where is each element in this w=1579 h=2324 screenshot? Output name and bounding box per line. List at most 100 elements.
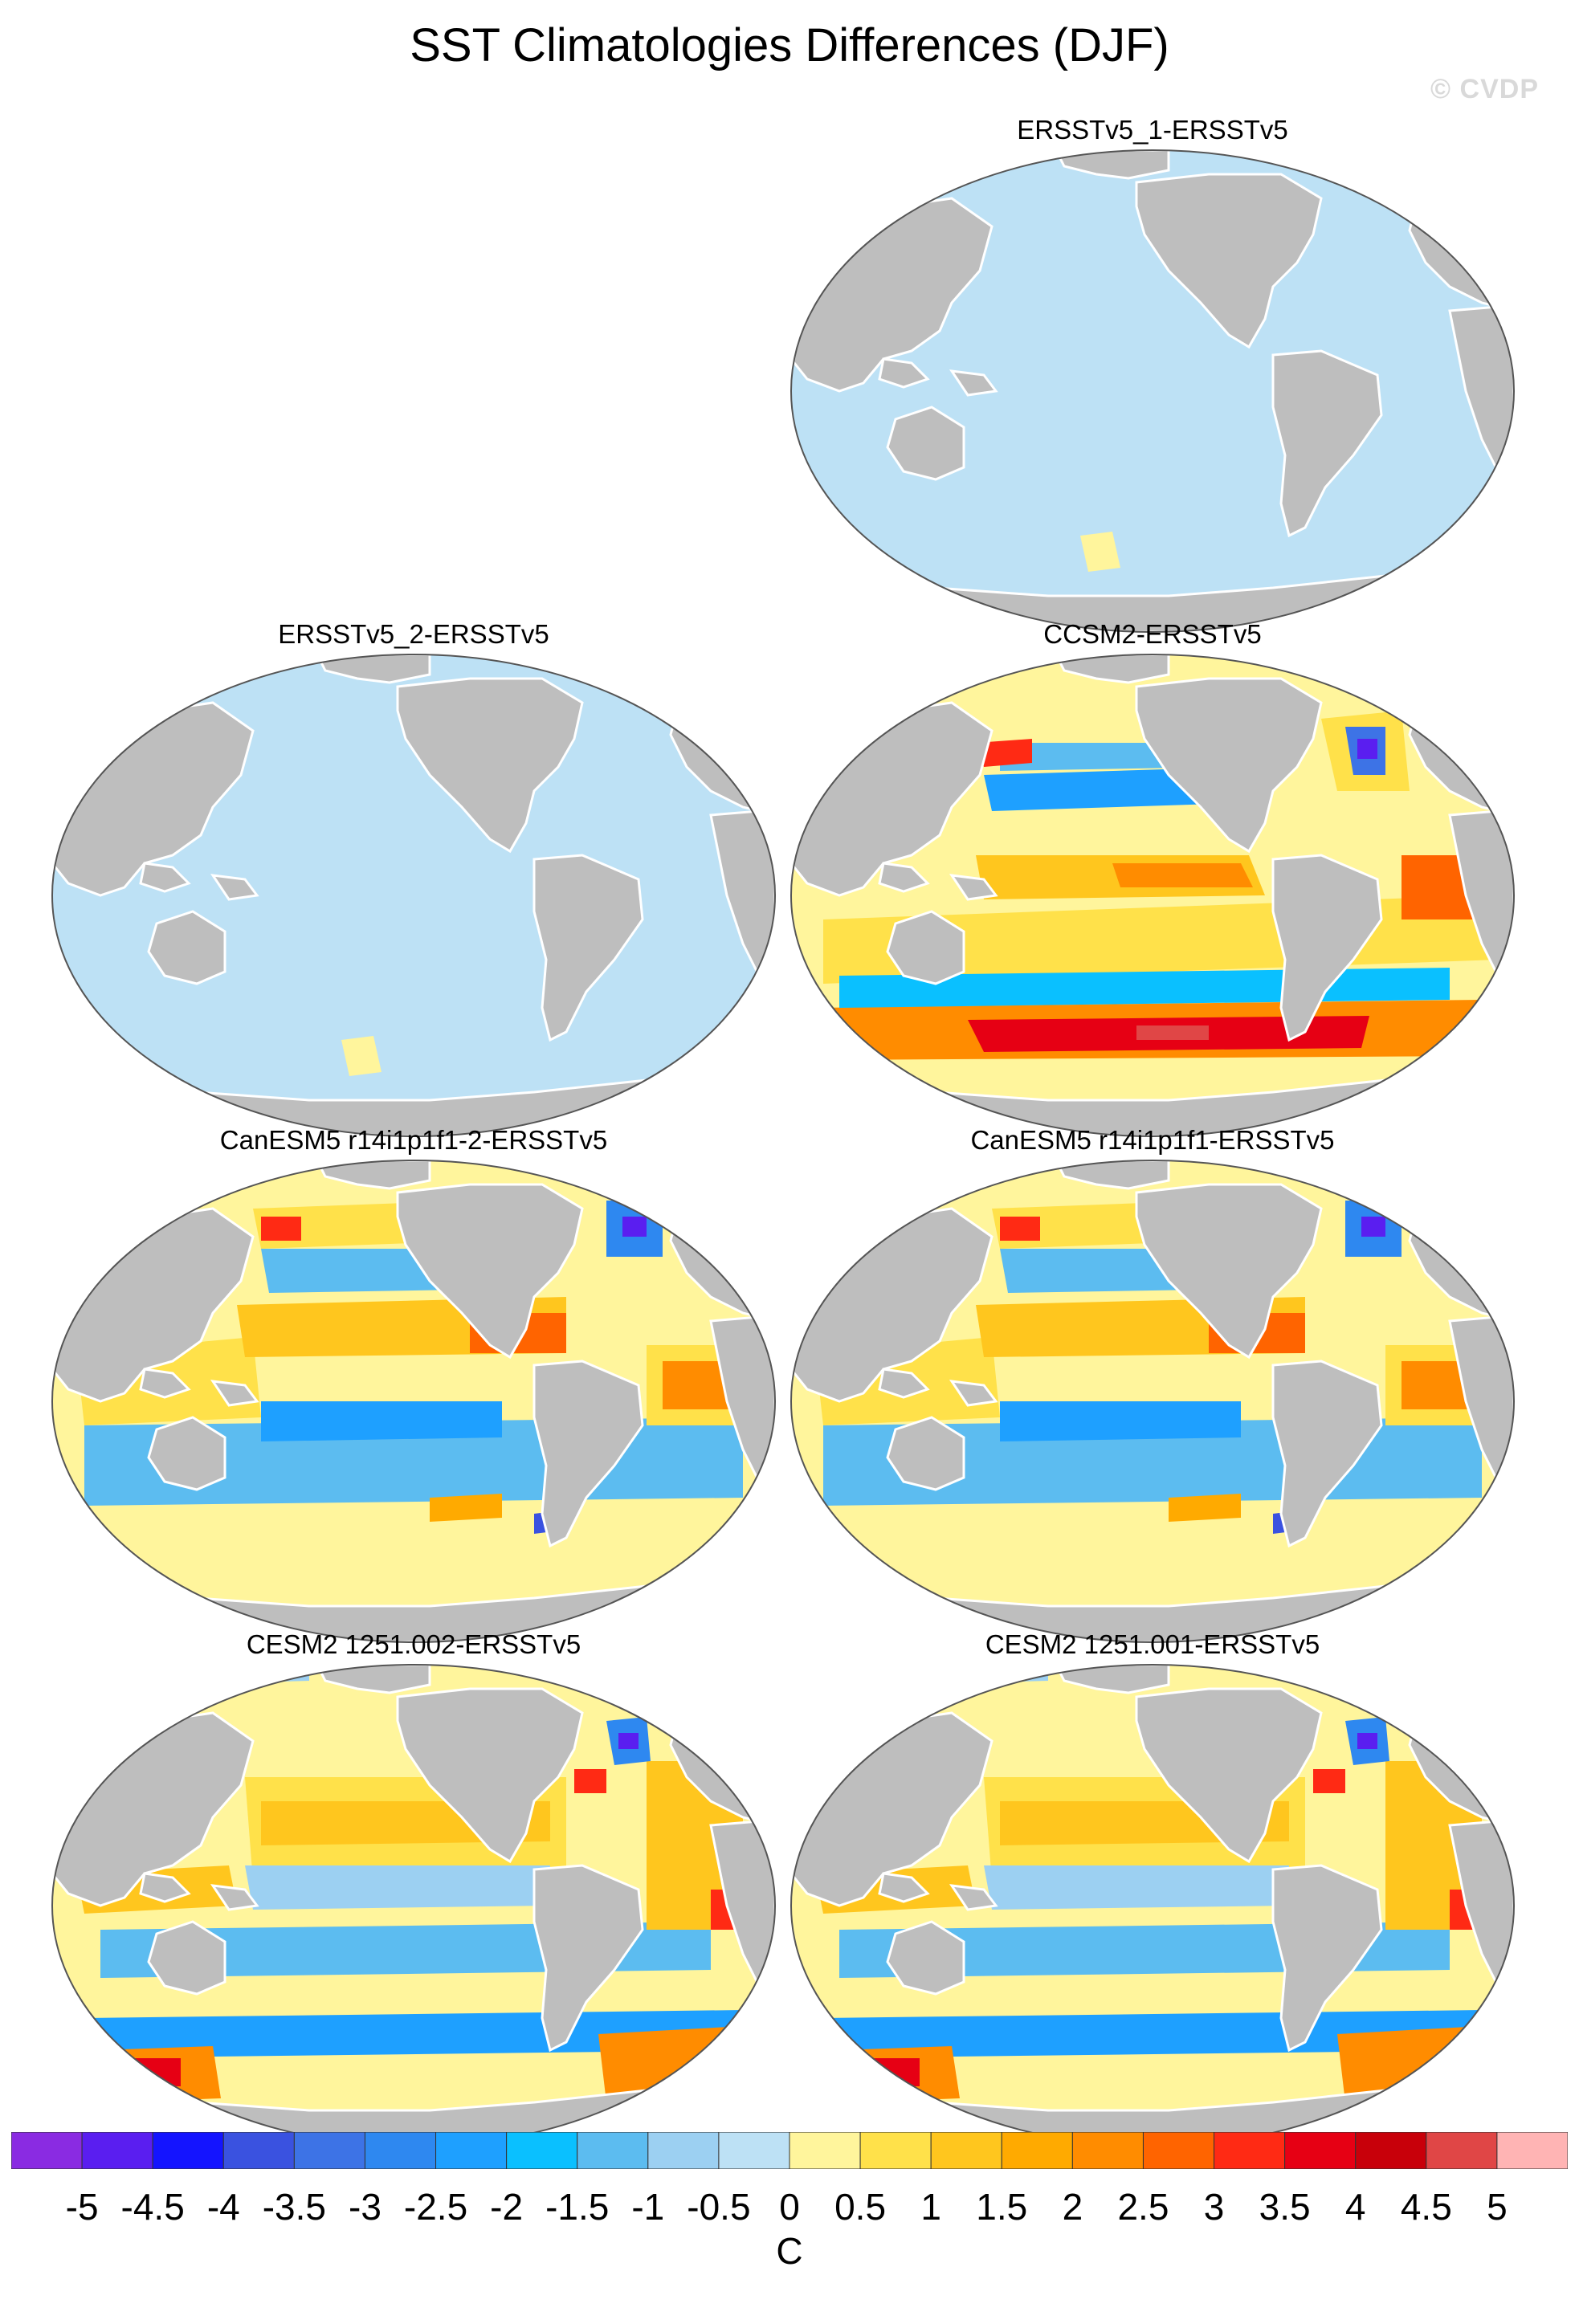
- sst-anomaly-region: [261, 1401, 502, 1441]
- colorbar-tick-label: -0.5: [687, 2186, 751, 2228]
- colorbar-tick-label: 3: [1203, 2186, 1225, 2228]
- land-mass: [396, 1183, 584, 1360]
- land-mass: [139, 1872, 191, 1903]
- map-panel: CanESM5 r14i1p1f1-ERSSTv5: [787, 1124, 1518, 1643]
- land-mass: [1271, 349, 1383, 538]
- colorbar-tick-label: -1: [631, 2186, 665, 2228]
- land-mass: [1135, 677, 1323, 854]
- figure-title: SST Climatologies Differences (DJF): [410, 19, 1169, 71]
- sst-anomaly-region: [984, 1865, 1289, 1910]
- land-mass: [886, 406, 965, 481]
- colorbar-tick-label: -3: [349, 2186, 381, 2228]
- colorbar-box: [293, 2132, 365, 2169]
- colorbar: [11, 2132, 1568, 2169]
- sst-anomaly-region: [1112, 863, 1253, 887]
- colorbar-box: [364, 2132, 437, 2169]
- panel-title: CanESM5 r14i1p1f1-2-ERSSTv5: [219, 1125, 608, 1155]
- colorbar-tick-label: 2: [1062, 2186, 1083, 2228]
- colorbar-tick-label: -2.5: [403, 2186, 468, 2228]
- land-mass: [886, 1920, 965, 1996]
- land-mass: [147, 1416, 226, 1491]
- colorbar-box: [1214, 2132, 1286, 2169]
- colorbar-box: [1426, 2132, 1498, 2169]
- sst-anomaly-region: [84, 2010, 743, 2058]
- colorbar-tick-label: 4: [1344, 2186, 1366, 2228]
- sst-anomaly-region: [574, 1769, 606, 1793]
- colorbar-tick-label: 4.5: [1400, 2186, 1452, 2228]
- sst-anomaly-region: [1136, 1025, 1209, 1040]
- land-mass: [139, 862, 191, 893]
- panel-title: ERSSTv5_2-ERSSTv5: [278, 619, 549, 649]
- sst-anomaly-region: [663, 1361, 735, 1409]
- world-map: [51, 1160, 776, 1643]
- colorbar-tick-label: 0: [779, 2186, 800, 2228]
- sst-anomaly-region: [976, 739, 1032, 767]
- sst-anomaly-region: [622, 1217, 647, 1237]
- world-map: [790, 149, 1515, 633]
- panel-title: CESM2 1251.002-ERSSTv5: [246, 1629, 581, 1659]
- land-mass: [315, 1665, 431, 1694]
- map-panel: ERSSTv5_1-ERSSTv5: [787, 114, 1518, 633]
- colorbar-tick-label: 2.5: [1117, 2186, 1169, 2228]
- colorbar-box: [1071, 2132, 1144, 2169]
- colorbar-box: [81, 2132, 153, 2169]
- colorbar-box: [435, 2132, 508, 2169]
- sst-anomaly-region: [1357, 739, 1377, 759]
- land-mass: [1135, 1183, 1323, 1360]
- land-mass: [210, 1884, 259, 1911]
- land-mass: [1271, 1864, 1383, 2053]
- colorbar-tick-label: -5: [65, 2186, 99, 2228]
- colorbar-box: [222, 2132, 295, 2169]
- land-mass: [878, 357, 930, 389]
- land-mass: [315, 1160, 431, 1190]
- land-mass: [949, 1380, 998, 1407]
- sst-anomaly-region: [823, 2010, 1482, 2058]
- land-mass: [1054, 150, 1170, 180]
- colorbar-box: [718, 2132, 790, 2169]
- land-mass: [210, 1380, 259, 1407]
- land-mass: [878, 1872, 930, 1903]
- panel-title: CESM2 1251.001-ERSSTv5: [985, 1629, 1320, 1659]
- sst-anomaly-region: [1361, 1217, 1385, 1237]
- map-panel: CanESM5 r14i1p1f1-2-ERSSTv5: [48, 1124, 779, 1643]
- colorbar-box: [1142, 2132, 1215, 2169]
- copyright-watermark: © CVDP: [1430, 74, 1539, 104]
- panel-title: CCSM2-ERSSTv5: [1043, 619, 1262, 649]
- land-mass: [886, 1416, 965, 1491]
- land-mass: [210, 874, 259, 901]
- colorbar-box: [577, 2132, 649, 2169]
- map-outline: [790, 1160, 1515, 1643]
- panel-title: CanESM5 r14i1p1f1-ERSSTv5: [970, 1125, 1335, 1155]
- sst-anomaly-region: [1402, 1361, 1474, 1409]
- colorbar-tick-label: -4.5: [120, 2186, 185, 2228]
- land-mass: [396, 677, 584, 854]
- land-mass: [139, 1368, 191, 1399]
- land-mass: [878, 862, 930, 893]
- sst-anomaly-region: [618, 1733, 639, 1749]
- sst-anomaly-region: [1357, 1733, 1377, 1749]
- colorbar-box: [506, 2132, 578, 2169]
- sst-anomaly-region: [1080, 532, 1120, 572]
- land-mass: [1271, 854, 1383, 1042]
- land-mass: [532, 1864, 644, 2053]
- colorbar-box: [1355, 2132, 1427, 2169]
- colorbar-box: [1001, 2132, 1073, 2169]
- colorbar-tick-label: -4: [206, 2186, 240, 2228]
- land-mass: [1135, 173, 1323, 349]
- sst-anomaly-region: [261, 1217, 301, 1241]
- map-outline: [790, 654, 1515, 1137]
- sst-anomaly-region: [430, 1494, 502, 1522]
- land-mass: [1135, 1687, 1323, 1864]
- sst-anomaly-region: [245, 1865, 550, 1910]
- colorbar-box: [647, 2132, 720, 2169]
- world-map: [51, 654, 776, 1137]
- land-mass: [532, 854, 644, 1042]
- colorbar-units: C: [776, 2230, 803, 2272]
- land-mass: [886, 910, 965, 985]
- colorbar-box: [1496, 2132, 1568, 2169]
- colorbar-tick-label: 5: [1487, 2186, 1508, 2228]
- land-mass: [1271, 1360, 1383, 1548]
- colorbar-box: [859, 2132, 932, 2169]
- map-panel: ERSSTv5_2-ERSSTv5: [48, 618, 779, 1137]
- colorbar-box: [152, 2132, 224, 2169]
